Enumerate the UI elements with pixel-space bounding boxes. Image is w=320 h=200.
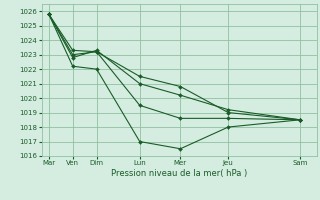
- X-axis label: Pression niveau de la mer( hPa ): Pression niveau de la mer( hPa ): [111, 169, 247, 178]
